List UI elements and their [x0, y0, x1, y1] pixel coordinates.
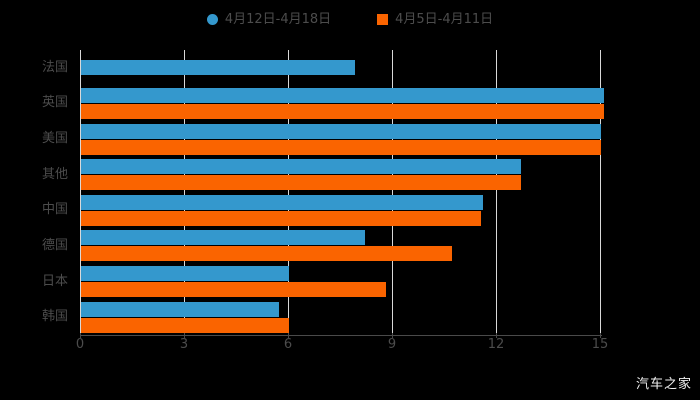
bar-orange[interactable]	[81, 282, 387, 298]
bar-group	[81, 157, 601, 193]
bar-orange[interactable]	[81, 210, 482, 226]
gridline	[392, 50, 393, 335]
legend-square-marker-icon	[377, 13, 389, 25]
x-tick-mark	[80, 333, 81, 338]
y-axis-labels: 法国英国美国其他中国德国日本韩国	[0, 50, 80, 335]
x-tick-label: 9	[387, 337, 397, 352]
bar-blue[interactable]	[81, 301, 279, 317]
watermark: 汽车之家	[635, 377, 692, 392]
x-axis-line	[80, 335, 602, 336]
y-axis-label: 韩国	[41, 309, 68, 325]
legend-label-blue: 4月12日-4月18日	[224, 11, 332, 27]
x-axis-ticks: 0 3 6 9 12 15	[0, 333, 700, 358]
bar-blue[interactable]	[81, 87, 605, 103]
x-tick-mark	[600, 333, 601, 338]
bar-group	[81, 193, 601, 229]
gridline	[496, 50, 497, 335]
bar-blue[interactable]	[81, 60, 355, 76]
y-axis-label: 其他	[41, 166, 68, 182]
gridline	[288, 50, 289, 335]
y-axis-line	[80, 50, 81, 335]
bar-group	[81, 299, 601, 335]
bar-group	[81, 264, 601, 300]
bar-group	[81, 50, 601, 86]
gridline	[184, 50, 185, 335]
y-axis-label: 美国	[41, 131, 68, 147]
y-axis-label: 日本	[41, 273, 68, 289]
plot-area	[80, 50, 605, 335]
bar-blue[interactable]	[81, 159, 522, 175]
x-tick-label: 12	[487, 337, 505, 352]
x-tick-label: 0	[75, 337, 85, 352]
y-axis-label: 英国	[41, 95, 68, 111]
legend-item-orange[interactable]: 4月5日-4月11日	[377, 13, 493, 26]
x-tick-label: 3	[179, 337, 189, 352]
bar-orange[interactable]	[81, 317, 289, 333]
x-tick-mark	[496, 333, 497, 338]
x-tick-label: 15	[591, 337, 609, 352]
bar-group	[81, 228, 601, 264]
bar-blue[interactable]	[81, 123, 601, 139]
bar-group	[81, 86, 605, 122]
y-axis-label: 德国	[41, 237, 68, 253]
x-tick-mark	[392, 333, 393, 338]
bar-blue[interactable]	[81, 230, 366, 246]
legend-circle-marker-icon	[206, 13, 218, 25]
x-tick-mark	[288, 333, 289, 338]
y-axis-label: 法国	[41, 59, 68, 75]
bar-orange[interactable]	[81, 103, 605, 119]
x-tick-label: 6	[283, 337, 293, 352]
bar-group	[81, 121, 601, 157]
x-tick-mark	[184, 333, 185, 338]
chart-legend: 4月12日-4月18日 4月5日-4月11日	[0, 8, 700, 30]
y-axis-label: 中国	[41, 202, 68, 218]
bar-orange[interactable]	[81, 246, 452, 262]
gridline	[600, 50, 601, 335]
bar-blue[interactable]	[81, 194, 484, 210]
bar-orange[interactable]	[81, 175, 522, 191]
bar-blue[interactable]	[81, 266, 289, 282]
legend-item-blue[interactable]: 4月12日-4月18日	[206, 11, 332, 27]
bar-orange[interactable]	[81, 139, 601, 155]
legend-label-orange: 4月5日-4月11日	[395, 11, 494, 27]
